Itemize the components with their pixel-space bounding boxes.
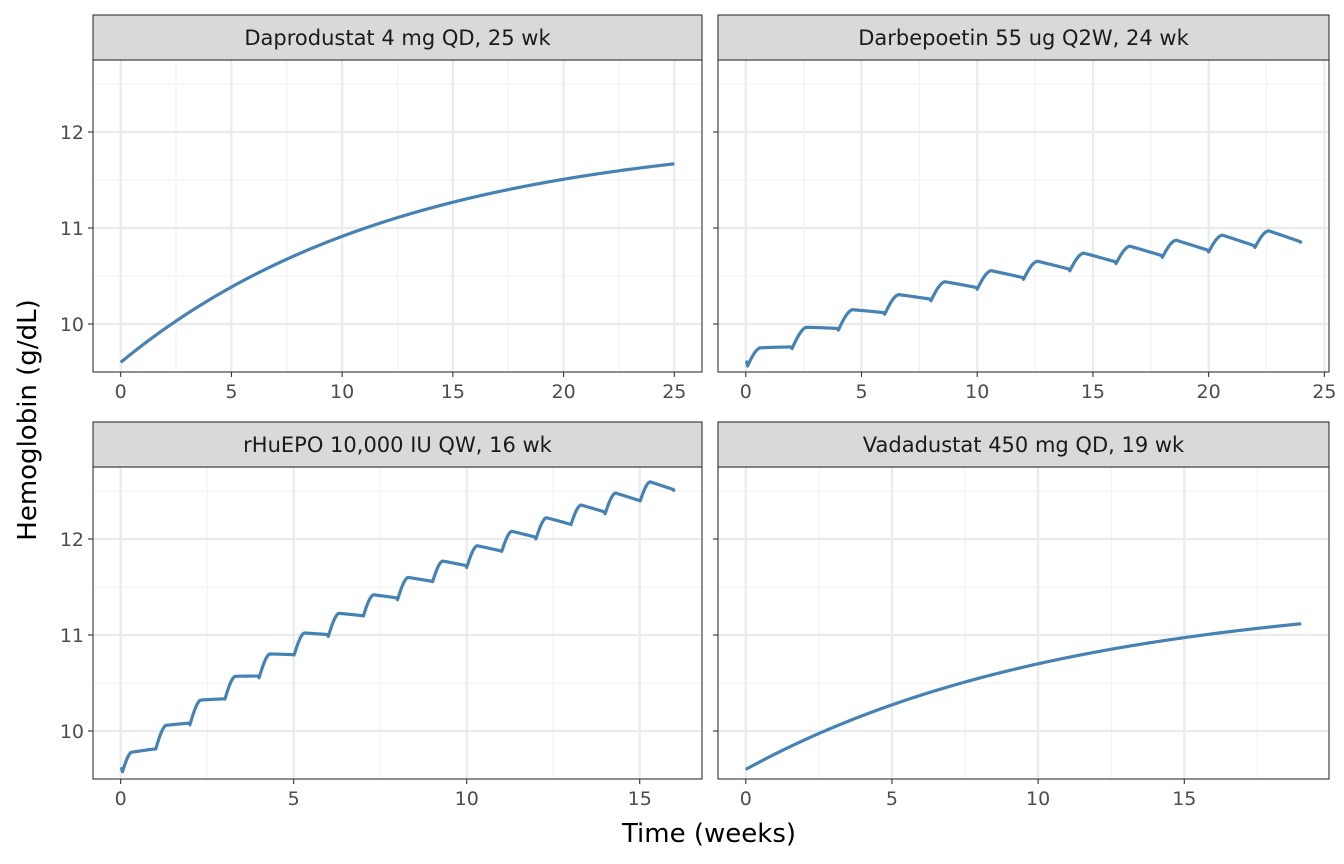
y-axis-title: Hemoglobin (g/dL) (13, 299, 43, 540)
x-tick-label: 10 (1026, 788, 1050, 810)
x-tick-label: 15 (1172, 788, 1196, 810)
x-tick-label: 0 (740, 788, 752, 810)
x-tick-label: 20 (1197, 381, 1221, 403)
hemoglobin-series-line (119, 480, 676, 774)
facet-strip-label: Vadadustat 450 mg QD, 19 wk (863, 433, 1185, 457)
y-tick-label: 12 (60, 529, 84, 551)
facet-strip (92, 14, 703, 61)
facet-panel: Darbepoetin 55 ug Q2W, 24 wk 0 5 10 15 20 25 (713, 14, 1336, 403)
x-tick-label: 5 (288, 788, 300, 810)
facet-panel: rHuEPO 10,000 IU QW, 16 wk 0 5 10 15 10 11 12 (60, 421, 703, 810)
y-tick-label: 10 (60, 314, 84, 336)
x-tick-label: 0 (740, 381, 752, 403)
x-tick-label: 20 (551, 381, 575, 403)
panel-background (718, 60, 1329, 372)
x-axis-title: Time (weeks) (621, 819, 796, 849)
panel-background (93, 467, 702, 779)
x-tick-label: 15 (1081, 381, 1105, 403)
x-tick-label: 10 (965, 381, 989, 403)
x-tick-label: 5 (855, 381, 867, 403)
hemoglobin-series-line (745, 229, 1303, 368)
facet-strip (717, 421, 1330, 468)
x-tick-label: 0 (115, 381, 127, 403)
facet-panel: Daprodustat 4 mg QD, 25 wk 0 5 10 15 20 25 10 11… (60, 14, 703, 403)
y-tick-label: 12 (60, 122, 84, 144)
x-tick-label: 15 (441, 381, 465, 403)
y-tick-label: 11 (60, 625, 84, 647)
facet-strip (92, 421, 703, 468)
x-tick-label: 5 (225, 381, 237, 403)
panel-background (718, 467, 1329, 779)
x-tick-label: 0 (115, 788, 127, 810)
facet-strip-label: Darbepoetin 55 ug Q2W, 24 wk (858, 26, 1189, 50)
hemoglobin-series-line (745, 622, 1302, 771)
x-tick-label: 25 (662, 381, 686, 403)
x-tick-label: 15 (628, 788, 652, 810)
facet-panel: Vadadustat 450 mg QD, 19 wk 0 5 10 15 (713, 421, 1330, 810)
x-tick-label: 25 (1312, 381, 1336, 403)
y-tick-label: 11 (60, 218, 84, 240)
panels-container: Daprodustat 4 mg QD, 25 wk 0 5 10 15 20 25 10 11… (60, 14, 1336, 810)
facet-strip (717, 14, 1330, 61)
x-tick-label: 10 (330, 381, 354, 403)
y-tick-label: 10 (60, 721, 84, 743)
facet-strip-label: rHuEPO 10,000 IU QW, 16 wk (243, 433, 552, 457)
x-tick-label: 5 (886, 788, 898, 810)
facet-strip-label: Daprodustat 4 mg QD, 25 wk (244, 26, 551, 50)
hemoglobin-series-line (119, 162, 675, 364)
x-tick-label: 10 (455, 788, 479, 810)
